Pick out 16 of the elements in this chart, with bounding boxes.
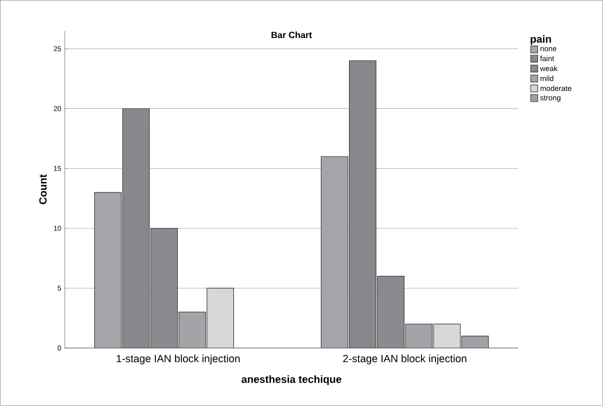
bar xyxy=(377,276,404,348)
x-tick-label: 1-stage IAN block injection xyxy=(116,354,240,364)
y-axis-title: Count xyxy=(39,174,47,204)
bar xyxy=(348,60,376,348)
bar xyxy=(320,156,348,348)
bar xyxy=(122,108,150,348)
chart-title: Bar Chart xyxy=(272,32,312,38)
legend-title: pain xyxy=(530,35,551,45)
bar xyxy=(178,312,206,348)
bar xyxy=(94,192,122,348)
bar xyxy=(405,324,433,348)
x-tick-label: 2-stage IAN block injection xyxy=(343,354,466,364)
bar xyxy=(150,228,178,348)
bar xyxy=(433,324,461,348)
bar xyxy=(206,288,234,348)
x-axis-title: anesthesia techique xyxy=(242,375,342,386)
